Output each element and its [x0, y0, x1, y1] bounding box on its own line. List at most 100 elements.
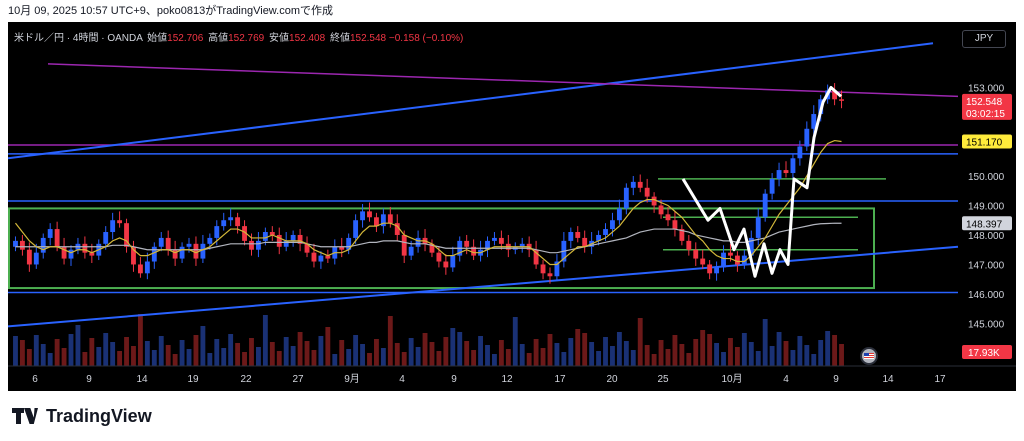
candle-body [464, 240, 470, 247]
volume-bar [415, 347, 421, 366]
candle-body [124, 223, 129, 247]
price-chart[interactable]: 153.000 150.000 149.000 148.000 147.000 146.0… [8, 22, 1016, 391]
volume-bar [568, 338, 574, 366]
volume-bar [471, 350, 477, 366]
currency-button[interactable]: JPY [962, 30, 1006, 48]
volume-bar [762, 319, 768, 366]
candle-body [637, 181, 643, 188]
symbol-label[interactable]: 米ドル／円 · 4時間 · OANDA [14, 33, 143, 44]
x-tick-label: 14 [136, 374, 148, 385]
price-label: 151.170 [966, 137, 1003, 148]
us-flag-icon[interactable] [860, 347, 878, 365]
x-tick-label: 12 [501, 374, 513, 385]
x-tick-label: 22 [240, 374, 252, 385]
candle-body [540, 264, 546, 274]
candle-body [33, 252, 39, 265]
volume-bar [200, 326, 206, 366]
price-label-box [962, 216, 1012, 231]
candle-body [137, 264, 143, 274]
candle-body [415, 237, 421, 247]
volume-bar [783, 341, 789, 366]
price-label-box [962, 93, 1012, 120]
volume-bar [797, 336, 803, 366]
candle-body [450, 255, 456, 268]
volume-bar [637, 318, 643, 366]
volume-bar [207, 353, 213, 366]
candle-body [318, 255, 324, 262]
candle-body [325, 255, 331, 259]
candle-body [644, 187, 650, 197]
candle-body [290, 234, 296, 241]
candle-body [374, 217, 379, 227]
volume-bar [186, 349, 192, 366]
volume-bar [13, 336, 18, 366]
candle-body [255, 240, 261, 250]
volume-bar [144, 341, 150, 366]
candle-body [242, 226, 247, 241]
volume-bar [401, 352, 407, 366]
volume-bar [714, 343, 720, 366]
candle-body [707, 264, 713, 274]
candle-body [158, 237, 164, 247]
volume-label-box [962, 345, 1012, 359]
ma-fast-line [14, 139, 842, 266]
volume-bar [741, 333, 747, 366]
candle-body [200, 243, 206, 259]
open-value: 152.706 [167, 33, 204, 44]
volume-bar [505, 349, 511, 366]
volume-bar [158, 336, 164, 366]
volume-bar [769, 346, 775, 366]
volume-bar [832, 335, 838, 366]
volume-bar [387, 316, 393, 366]
y-tick-label: 146.000 [968, 290, 1005, 301]
y-tick-label: 147.000 [968, 260, 1005, 271]
candle-body [19, 240, 25, 250]
volume-bar [478, 336, 483, 366]
x-tick-label: 9 [833, 374, 839, 385]
candle-body [131, 246, 136, 265]
volume-bar [367, 353, 372, 366]
projection-path [681, 85, 842, 278]
volume-bar [658, 340, 664, 366]
candle-body [360, 211, 365, 221]
candle-body [297, 234, 303, 244]
volume-bar [96, 347, 102, 366]
candle-body [492, 237, 497, 241]
candle-body [443, 261, 449, 268]
ohlc-legend: 米ドル／円 · 4時間 · OANDA 始値152.706 高値152.769 … [14, 29, 463, 44]
candle-body [179, 246, 185, 259]
volume-bar [304, 341, 310, 366]
volume-bar [443, 337, 449, 366]
candle-body [436, 252, 442, 262]
volume-bar [582, 333, 588, 366]
candle-body [804, 128, 810, 147]
candle-body [519, 243, 525, 247]
candle-body [193, 243, 199, 259]
candle-body [61, 246, 67, 259]
volume-bar [644, 345, 650, 366]
low-value: 152.408 [289, 33, 326, 44]
candle-body [651, 196, 657, 206]
chart-frame[interactable]: 153.000 150.000 149.000 148.000 147.000 146.0… [8, 22, 1016, 391]
y-tick-label: 148.000 [968, 231, 1005, 242]
volume-bar [235, 343, 241, 366]
volume-bar [325, 327, 331, 366]
candle-body [693, 249, 699, 259]
volume-bar [26, 349, 32, 366]
y-tick-label: 145.000 [968, 319, 1005, 330]
candle-body [811, 114, 817, 129]
volume-bar [811, 354, 817, 366]
volume-bar [498, 340, 504, 366]
volume-bar [610, 346, 615, 366]
volume-bar [40, 344, 46, 366]
candle-body [741, 255, 747, 265]
x-tick-label: 27 [292, 374, 304, 385]
volume-bar [408, 338, 414, 366]
tradingview-logo: TradingView [12, 404, 152, 428]
volume-bar [332, 354, 338, 366]
volume-bar [533, 339, 539, 366]
open-label: 始値 [147, 33, 168, 44]
candle-body [235, 217, 241, 227]
volume-bar [151, 350, 157, 366]
candle-body [776, 170, 782, 179]
